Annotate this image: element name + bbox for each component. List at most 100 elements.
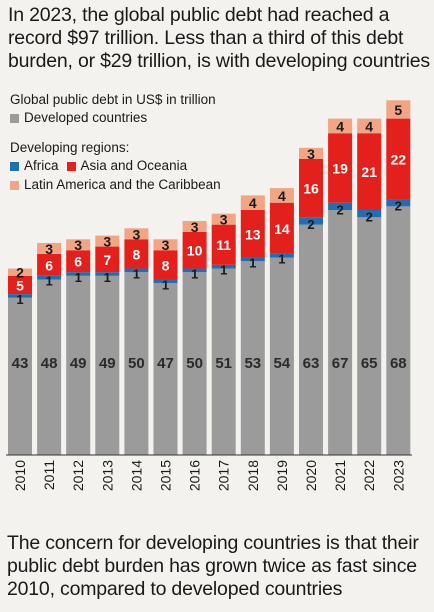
x-tick-label-2020: 2020 xyxy=(303,460,319,491)
value-label-africa-2010: 1 xyxy=(16,292,23,307)
value-label-asia-2010: 5 xyxy=(16,277,24,293)
legend-developing-row2: Latin America and the Caribbean xyxy=(10,177,221,193)
bar-developed-2021 xyxy=(328,210,353,455)
bar-asia-2017 xyxy=(211,224,236,265)
bar-developed-2010 xyxy=(8,297,32,455)
legend-latam-label: Latin America and the Caribbean xyxy=(24,177,221,192)
x-tick-label-2012: 2012 xyxy=(70,460,86,491)
value-label-asia-2014: 8 xyxy=(133,246,141,262)
bar-africa-2012 xyxy=(66,272,91,276)
value-label-asia-2012: 6 xyxy=(74,254,82,270)
bar-africa-2013 xyxy=(95,272,120,276)
value-label-developed-2021: 67 xyxy=(332,355,349,372)
bar-developed-2018 xyxy=(240,261,265,455)
bar-asia-2014 xyxy=(124,239,149,269)
bar-developed-2014 xyxy=(124,272,149,455)
value-label-developed-2022: 65 xyxy=(361,355,378,372)
legend-developed-label: Developed countries xyxy=(24,110,148,125)
bar-latam-2019 xyxy=(269,188,294,203)
bar-asia-2020 xyxy=(299,158,323,218)
value-label-africa-2016: 1 xyxy=(191,266,198,281)
value-label-developed-2018: 53 xyxy=(244,355,261,372)
value-label-latam-2023: 5 xyxy=(394,102,402,118)
bar-asia-2015 xyxy=(153,250,178,280)
headline: In 2023, the global public debt had reac… xyxy=(8,4,430,72)
africa-swatch xyxy=(10,161,19,171)
bar-latam-2020 xyxy=(299,147,323,159)
legend-asia: Asia and Oceania xyxy=(66,158,187,174)
bar-developed-2023 xyxy=(386,206,411,455)
value-label-africa-2012: 1 xyxy=(75,270,82,285)
value-label-africa-2015: 1 xyxy=(162,277,169,292)
x-tick-label-2022: 2022 xyxy=(361,460,377,491)
legend-developing-title: Developing regions: xyxy=(10,140,129,156)
footer-text: The concern for developing countries is … xyxy=(7,532,419,600)
developed-swatch xyxy=(10,113,19,123)
bar-africa-2014 xyxy=(124,268,149,273)
value-label-africa-2020: 2 xyxy=(307,217,314,232)
bar-developed-2016 xyxy=(182,272,207,455)
value-label-latam-2015: 3 xyxy=(162,237,170,253)
bar-latam-2015 xyxy=(153,239,178,251)
value-label-developed-2014: 50 xyxy=(128,355,145,372)
legend-developing-row1: Africa Asia and Oceania xyxy=(10,158,195,174)
bar-asia-2012 xyxy=(66,250,91,273)
bar-latam-2016 xyxy=(182,220,207,232)
x-tick-label-2023: 2023 xyxy=(390,460,406,491)
value-label-asia-2020: 16 xyxy=(303,181,319,197)
value-label-asia-2023: 22 xyxy=(391,151,407,167)
value-label-latam-2016: 3 xyxy=(191,219,199,235)
asia-swatch xyxy=(66,161,76,171)
bar-developed-2017 xyxy=(211,268,236,455)
bar-asia-2010 xyxy=(8,275,32,295)
unit-label: Global public debt in US$ in trillion xyxy=(10,92,216,107)
bar-developed-2012 xyxy=(66,275,91,455)
value-label-developed-2023: 68 xyxy=(390,355,407,372)
bar-africa-2015 xyxy=(153,279,178,284)
value-label-developed-2017: 51 xyxy=(215,355,232,372)
bar-africa-2019 xyxy=(269,253,294,258)
x-tick-label-2014: 2014 xyxy=(128,460,144,491)
value-label-developed-2011: 48 xyxy=(41,355,58,372)
legend-africa: Africa xyxy=(10,158,59,174)
value-label-asia-2018: 13 xyxy=(245,226,261,242)
value-label-developed-2015: 47 xyxy=(157,355,174,372)
bar-developed-2019 xyxy=(269,257,294,455)
value-label-africa-2014: 1 xyxy=(133,266,140,281)
bar-asia-2011 xyxy=(37,253,62,276)
value-label-developed-2019: 54 xyxy=(274,355,291,372)
value-label-africa-2019: 1 xyxy=(278,252,285,267)
bar-africa-2017 xyxy=(211,264,236,269)
bar-africa-2011 xyxy=(37,275,62,280)
bar-africa-2020 xyxy=(299,217,323,225)
developing-title: Developing regions: xyxy=(10,140,130,155)
bar-africa-2018 xyxy=(240,257,265,262)
value-label-asia-2021: 19 xyxy=(332,160,348,176)
value-label-developed-2020: 63 xyxy=(303,355,320,372)
bar-latam-2021 xyxy=(328,118,353,134)
value-label-africa-2023: 2 xyxy=(395,199,402,214)
bar-latam-2012 xyxy=(66,239,91,251)
value-label-latam-2013: 3 xyxy=(103,234,111,250)
x-tick-label-2015: 2015 xyxy=(158,460,174,491)
bar-developed-2013 xyxy=(95,275,120,455)
value-label-africa-2022: 2 xyxy=(366,210,373,225)
x-tick-label-2013: 2013 xyxy=(99,460,115,491)
bar-asia-2013 xyxy=(95,246,120,273)
value-label-latam-2020: 3 xyxy=(307,146,315,162)
legend-developed: Developed countries xyxy=(10,110,147,126)
value-label-africa-2013: 1 xyxy=(104,270,111,285)
x-tick-label-2018: 2018 xyxy=(245,460,261,491)
value-label-asia-2019: 14 xyxy=(274,221,290,237)
latam-swatch xyxy=(10,180,19,190)
bar-africa-2021 xyxy=(328,202,353,211)
value-label-africa-2021: 2 xyxy=(336,202,343,217)
value-label-asia-2016: 10 xyxy=(187,243,203,259)
x-tick-label-2011: 2011 xyxy=(41,460,57,490)
x-tick-label-2017: 2017 xyxy=(216,460,232,491)
bar-latam-2013 xyxy=(95,235,120,247)
bar-asia-2016 xyxy=(182,231,207,269)
value-label-asia-2022: 21 xyxy=(361,164,377,180)
bar-africa-2022 xyxy=(357,210,382,218)
bar-developed-2015 xyxy=(153,283,178,455)
